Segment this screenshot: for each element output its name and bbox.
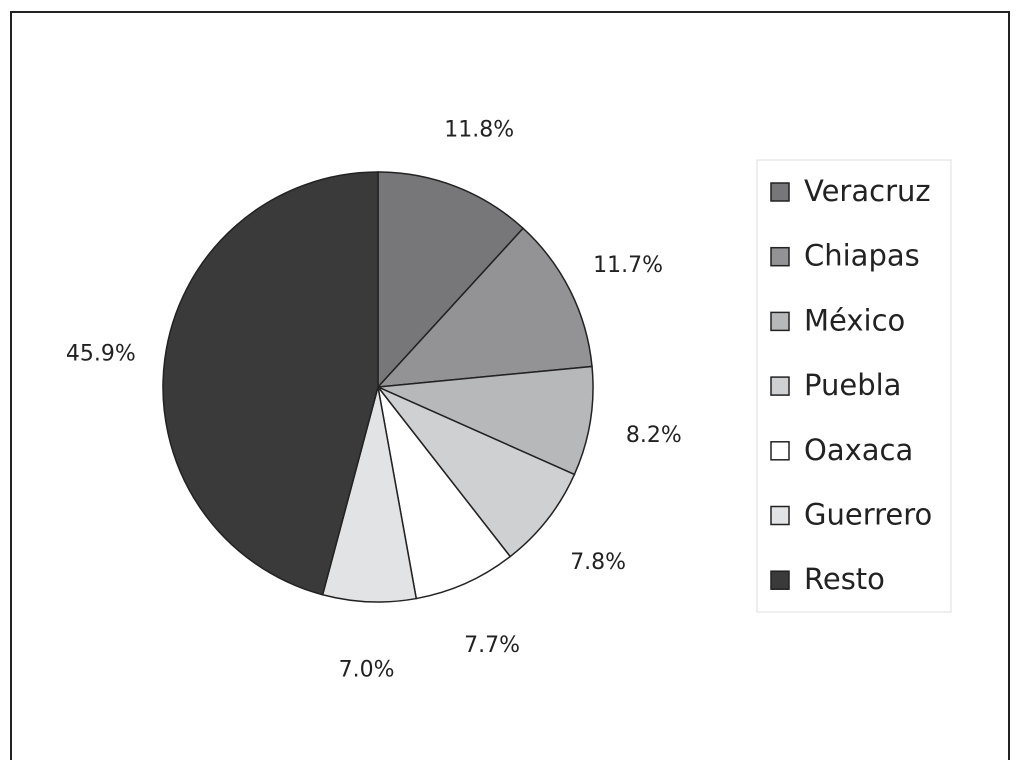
legend-swatch — [770, 505, 790, 526]
legend-swatch — [770, 570, 790, 590]
slice-label: 7.8% — [570, 550, 626, 575]
legend-swatch — [770, 182, 790, 202]
legend-label: Chiapas — [804, 239, 920, 273]
slice-label: 11.7% — [593, 253, 663, 278]
legend-label: Guerrero — [804, 498, 932, 532]
legend-label: México — [804, 303, 905, 337]
slice-label: 11.8% — [444, 117, 514, 142]
slice-label: 7.0% — [339, 657, 395, 682]
legend-label: Veracruz — [804, 174, 931, 208]
legend-swatch — [770, 441, 790, 461]
pie-slice — [162, 171, 379, 596]
pie-slice — [377, 386, 512, 600]
legend-label: Resto — [804, 562, 885, 596]
legend-swatch — [770, 246, 790, 267]
pie-slice — [377, 171, 525, 389]
slice-label: 7.7% — [464, 633, 520, 658]
legend-label: Puebla — [804, 368, 901, 402]
frame — [10, 11, 1010, 760]
slice-label: 45.9% — [66, 342, 136, 367]
pie-slice — [375, 365, 594, 476]
legend-swatch — [770, 376, 790, 396]
pie-slice — [377, 386, 576, 558]
legend-swatch — [770, 311, 790, 332]
slice-label: 8.2% — [626, 423, 682, 448]
pie-slice — [376, 227, 593, 388]
legend-label: Oaxaca — [804, 433, 913, 467]
